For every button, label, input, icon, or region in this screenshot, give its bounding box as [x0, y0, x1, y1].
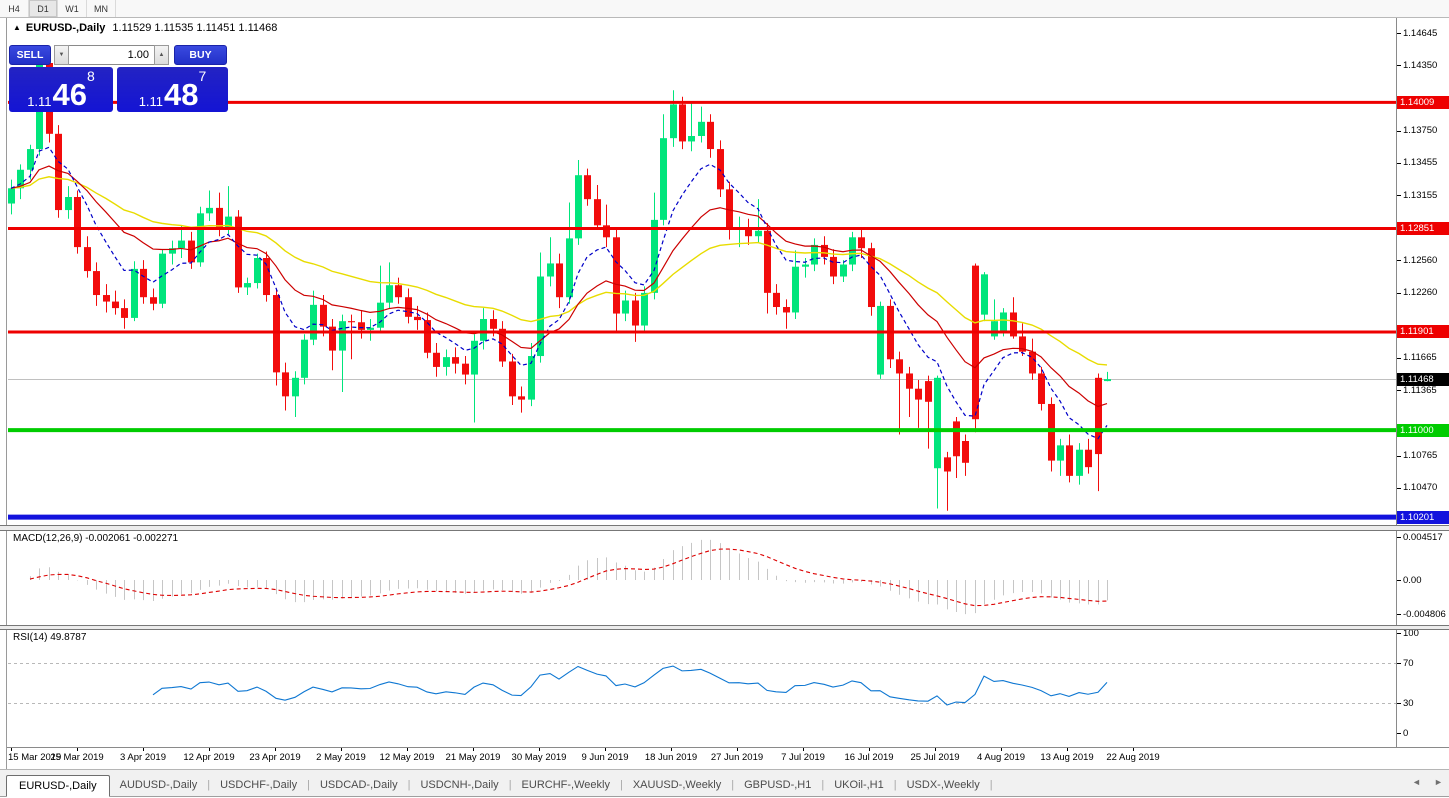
tab-separator: | — [821, 779, 825, 791]
tab-separator: | — [508, 779, 512, 791]
sell-button[interactable]: SELL — [9, 44, 51, 65]
date-axis-label: 4 Aug 2019 — [976, 752, 1026, 763]
rsi-label: RSI(14) 49.8787 — [13, 632, 87, 643]
price-level-tag: 1.11901 — [1397, 325, 1449, 339]
price-axis-tick: 1.11665 — [1403, 352, 1437, 364]
timeframe-button-d1[interactable]: D1 — [29, 0, 58, 17]
chart-tab-ukoil[interactable]: UKOil-,H1 — [834, 779, 884, 791]
tab-scroll-right[interactable]: ► — [1434, 777, 1443, 787]
buy-button[interactable]: BUY — [174, 44, 227, 65]
tab-separator: | — [407, 779, 411, 791]
chart-tab-gbpusd[interactable]: GBPUSD-,H1 — [744, 779, 812, 791]
price-axis-tick: 1.14350 — [1403, 59, 1438, 71]
price-axis-separator — [1396, 18, 1397, 747]
date-axis-label: 7 Jul 2019 — [781, 752, 825, 763]
price-level-tag: 1.12851 — [1397, 221, 1449, 235]
chart-title-symbol: EURUSD-,Daily — [25, 22, 106, 34]
price-level-tag: 1.11468 — [1397, 372, 1449, 386]
tab-separator: | — [619, 779, 623, 791]
rsi-axis-tick: 30 — [1403, 697, 1414, 709]
price-axis-tick: 1.13455 — [1403, 157, 1438, 169]
price-axis-tick: 1.14645 — [1403, 27, 1438, 39]
tab-separator: | — [893, 779, 897, 791]
date-axis-label: 13 Aug 2019 — [1040, 752, 1094, 763]
date-axis-label: 9 Jun 2019 — [581, 752, 629, 763]
sell-price-prefix: 1.11 — [27, 94, 52, 109]
tab-separator: | — [989, 779, 993, 791]
volume-decrease-button[interactable]: ▼ — [54, 44, 69, 65]
buy-price-pip: 7 — [198, 68, 207, 84]
price-axis-tick: 1.12560 — [1403, 254, 1438, 266]
buy-quote[interactable]: 1.11 48 7 — [117, 67, 228, 112]
tab-separator: | — [731, 779, 735, 791]
chart-window-border — [6, 17, 7, 769]
chart-tab-usdcad[interactable]: USDCAD-,Daily — [319, 779, 398, 791]
pane-border — [0, 769, 1449, 770]
date-axis-label: 21 May 2019 — [445, 752, 501, 763]
date-axis-label: 12 May 2019 — [379, 752, 435, 763]
date-axis-label: 15 Mar 2019 — [8, 752, 62, 763]
price-axis-tick: 1.10765 — [1403, 450, 1438, 462]
chart-title: ▲ EURUSD-,Daily 1.11529 1.11535 1.11451 1.… — [13, 22, 277, 34]
chart-tab-usdx[interactable]: USDX-,Weekly — [906, 779, 980, 791]
rsi-axis-tick: 100 — [1403, 627, 1419, 639]
pane-border — [7, 747, 1449, 748]
chart-tab-usdcnh[interactable]: USDCNH-,Daily — [420, 779, 499, 791]
chart-title-ohlc: 1.11529 1.11535 1.11451 1.11468 — [112, 22, 278, 34]
date-axis-label: 2 May 2019 — [316, 752, 366, 763]
price-axis-tick: 1.13750 — [1403, 125, 1438, 137]
date-axis-label: 22 Aug 2019 — [1106, 752, 1160, 763]
date-axis-label: 18 Jun 2019 — [644, 752, 698, 763]
date-axis-label: 25 Mar 2019 — [50, 752, 104, 763]
buy-price-big: 48 — [164, 77, 199, 112]
volume-input[interactable] — [69, 44, 154, 65]
price-level-tag: 1.11000 — [1397, 423, 1449, 437]
date-axis-label: 3 Apr 2019 — [120, 752, 166, 763]
date-axis-label: 25 Jul 2019 — [910, 752, 960, 763]
chart-tab-audusd[interactable]: AUDUSD-,Daily — [119, 779, 198, 791]
pane-splitter[interactable] — [0, 625, 1449, 630]
pane-splitter[interactable] — [0, 525, 1449, 531]
macd-axis-tick: 0.004517 — [1403, 531, 1443, 543]
tab-scroll-left[interactable]: ◄ — [1412, 777, 1421, 787]
date-axis-label: 27 Jun 2019 — [710, 752, 764, 763]
rsi-axis-tick: 0 — [1403, 727, 1409, 739]
volume-increase-button[interactable]: ▲ — [154, 44, 169, 65]
timeframe-button-mn[interactable]: MN — [87, 0, 116, 17]
date-axis-label: 16 Jul 2019 — [844, 752, 894, 763]
date-axis-label: 12 Apr 2019 — [183, 752, 235, 763]
chart-tab-usdchf[interactable]: USDCHF-,Daily — [220, 779, 298, 791]
macd-axis-tick: 0.00 — [1403, 574, 1422, 586]
price-axis-tick: 1.12260 — [1403, 287, 1438, 299]
chart-tab-eurusd[interactable]: EURUSD-,Daily — [6, 775, 110, 797]
timeframe-button-h4[interactable]: H4 — [0, 0, 29, 17]
chart-tab-bar: EURUSD-,Daily AUDUSD-,Daily | USDCHF-,Daily… — [0, 770, 1449, 797]
tab-separator: | — [307, 779, 310, 791]
tab-separator: | — [207, 779, 211, 791]
rsi-axis-tick: 70 — [1403, 657, 1414, 669]
macd-axis-tick: -0.004806 — [1403, 608, 1446, 620]
collapse-icon[interactable]: ▲ — [13, 23, 21, 32]
timeframe-toolbar: H4 D1 W1 MN — [0, 0, 1449, 18]
sell-quote[interactable]: 1.11 46 8 — [9, 67, 113, 112]
chart-tab-xauusd[interactable]: XAUUSD-,Weekly — [632, 779, 722, 791]
chart-tab-eurchf[interactable]: EURCHF-,Weekly — [521, 779, 610, 791]
buy-price-prefix: 1.11 — [138, 94, 164, 109]
date-axis-label: 30 May 2019 — [511, 752, 567, 763]
sell-price-pip: 8 — [87, 68, 95, 84]
price-level-tag: 1.14009 — [1397, 95, 1449, 109]
volume-spinner: ▼ ▲ — [54, 44, 169, 65]
timeframe-button-w1[interactable]: W1 — [58, 0, 87, 17]
price-level-tag: 1.10201 — [1397, 510, 1449, 524]
date-axis-label: 23 Apr 2019 — [249, 752, 301, 763]
price-axis-tick: 1.11365 — [1403, 384, 1437, 396]
price-axis-tick: 1.10470 — [1403, 482, 1438, 494]
macd-label: MACD(12,26,9) -0.002061 -0.002271 — [13, 533, 179, 544]
sell-price-big: 46 — [52, 77, 88, 112]
price-axis-tick: 1.13155 — [1403, 189, 1438, 201]
